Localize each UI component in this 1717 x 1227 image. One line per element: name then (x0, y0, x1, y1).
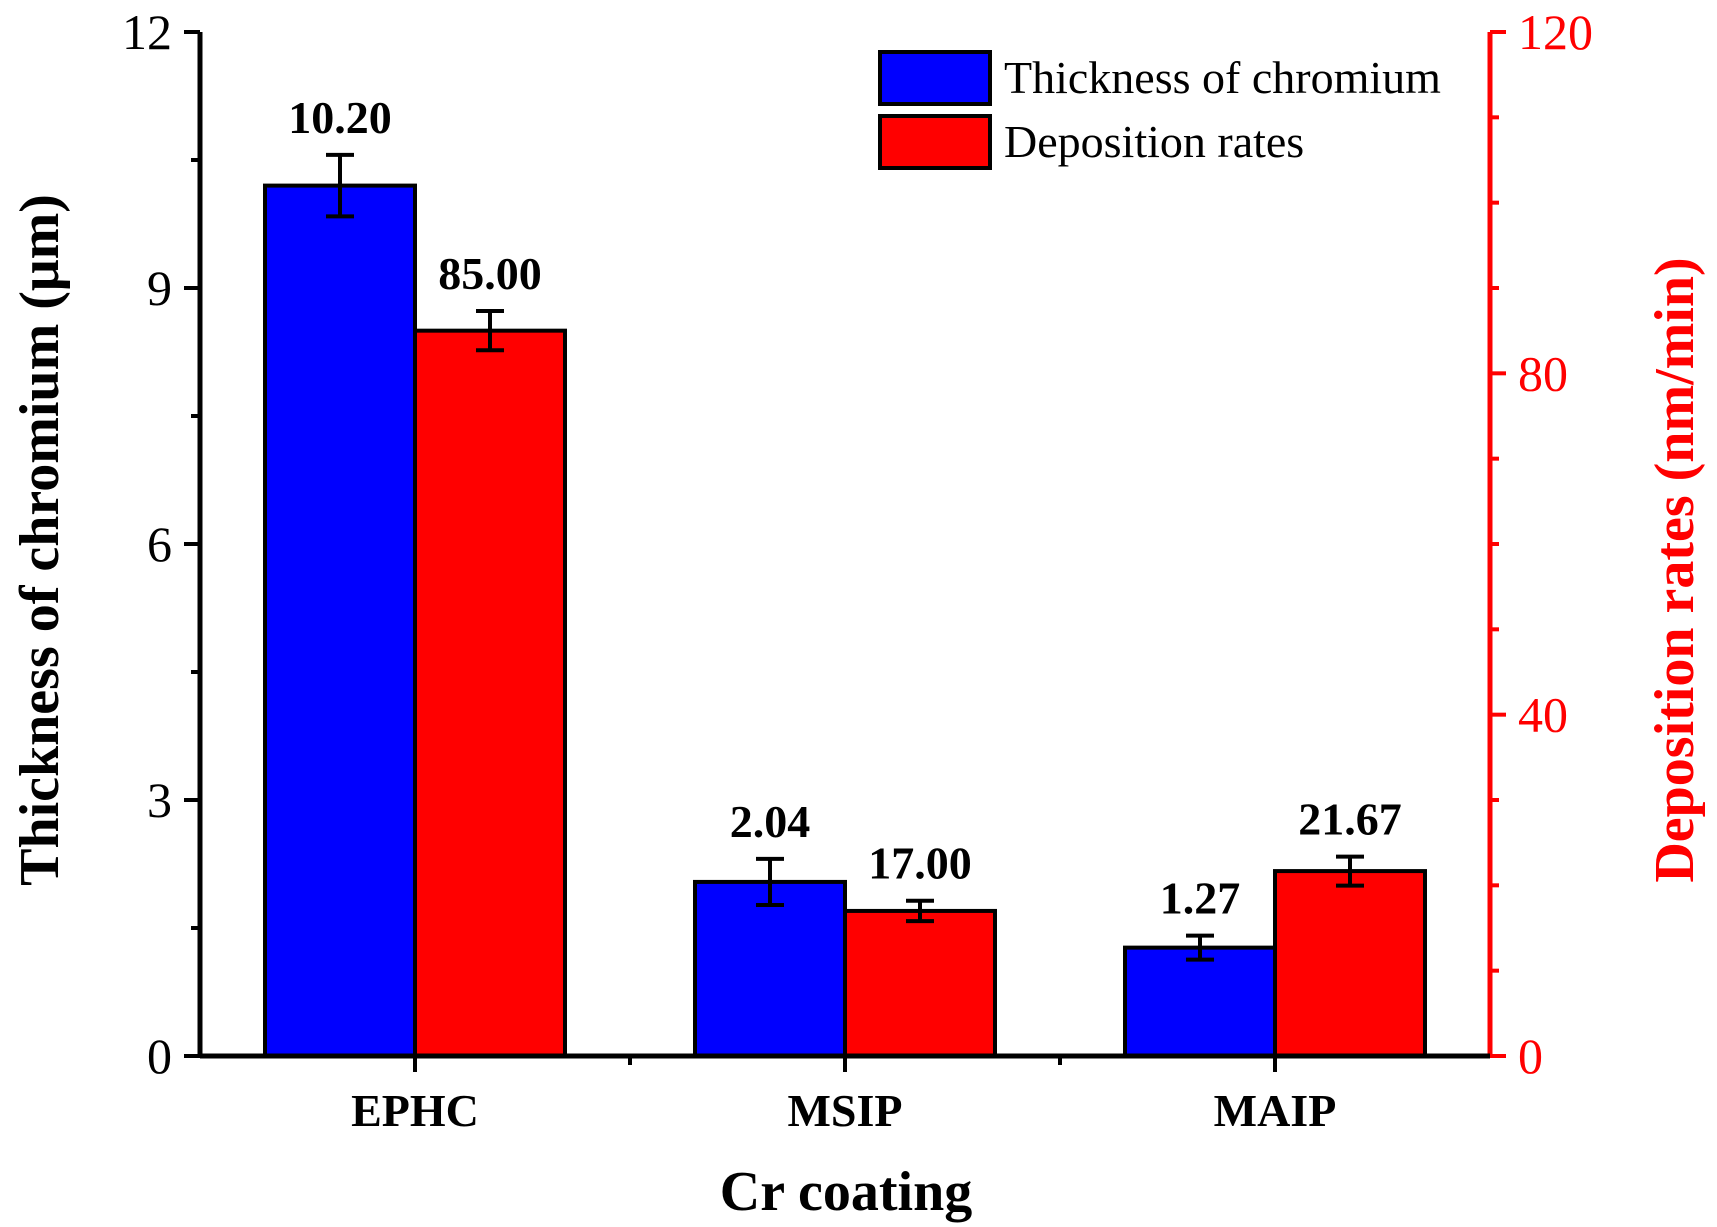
y-left-tick-label: 12 (122, 4, 172, 60)
y-right-tick-label: 80 (1518, 345, 1568, 401)
x-tick-label-msip: MSIP (788, 1085, 903, 1136)
legend-swatch (878, 114, 992, 170)
data-label: 17.00 (868, 838, 972, 889)
bar-left-maip (1123, 945, 1277, 1058)
y-left-tick-label: 3 (147, 772, 172, 828)
legend: Thickness of chromium Deposition rates (878, 50, 1441, 170)
y-axis-left-label: Thickness of chromium (μm) (9, 194, 71, 886)
y-right-tick-label: 120 (1518, 4, 1593, 60)
legend-swatch (878, 50, 992, 106)
bars (263, 183, 1427, 1059)
x-tick-label-ephc: EPHC (351, 1085, 479, 1136)
data-label: 1.27 (1160, 873, 1241, 924)
bar-right-maip (1273, 869, 1427, 1058)
data-labels: 10.20 2.04 1.27 85.00 17.00 21.67 (288, 92, 1402, 924)
data-label: 2.04 (730, 796, 811, 847)
data-label: 21.67 (1298, 794, 1402, 845)
legend-entry: Thickness of chromium (1004, 52, 1441, 103)
bar-right-msip (843, 908, 997, 1059)
legend-entry: Deposition rates (1004, 116, 1304, 167)
x-axis-label: Cr coating (720, 1161, 973, 1223)
x-tick-label-maip: MAIP (1214, 1085, 1337, 1136)
y-axis-right-label: Deposition rates (nm/min) (1644, 257, 1706, 882)
data-label: 85.00 (438, 248, 542, 299)
data-label: 10.20 (288, 92, 392, 143)
y-left-tick-label: 0 (147, 1028, 172, 1084)
bar-right-ephc (413, 328, 567, 1058)
bar-left-ephc (263, 183, 417, 1059)
bar-left-msip (693, 879, 847, 1058)
y-right-tick-label: 0 (1518, 1028, 1543, 1084)
y-right-tick-label: 40 (1518, 687, 1568, 743)
error-bars (326, 152, 1364, 962)
y-left-tick-label: 6 (147, 516, 172, 572)
y-left-tick-label: 9 (147, 260, 172, 316)
